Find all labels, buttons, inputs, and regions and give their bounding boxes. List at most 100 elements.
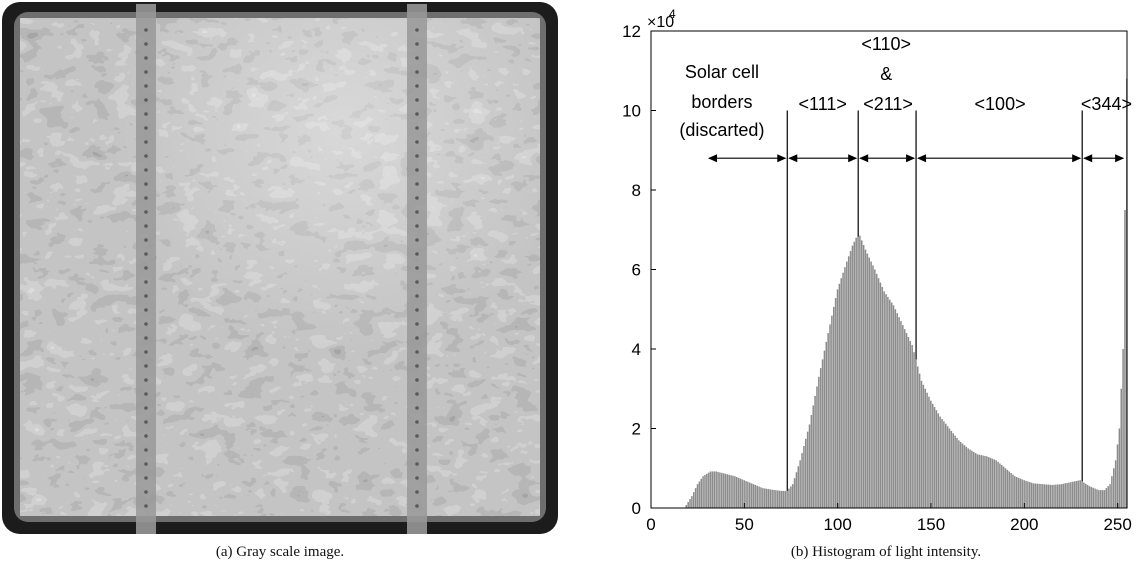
histogram-bar xyxy=(859,235,861,508)
busbar-dot xyxy=(144,462,148,466)
busbar-dot xyxy=(415,70,419,74)
busbar-dot xyxy=(415,350,419,354)
histogram-bar xyxy=(1081,481,1083,508)
busbar-dot xyxy=(144,378,148,382)
histogram-bar xyxy=(905,333,908,508)
histogram-bar xyxy=(1034,483,1037,508)
busbar-dot xyxy=(144,490,148,494)
busbar-dot xyxy=(144,238,148,242)
histogram-bar xyxy=(900,321,902,508)
busbar-dot xyxy=(415,434,419,438)
histogram-bar xyxy=(980,455,982,508)
histogram-bar xyxy=(1114,460,1117,508)
histogram-bar xyxy=(902,325,904,508)
histogram-bar xyxy=(1118,428,1121,508)
histogram-bar xyxy=(1057,484,1059,508)
busbar-dot xyxy=(415,196,419,200)
histogram-bar xyxy=(898,317,900,508)
histogram-bar xyxy=(941,418,943,508)
y-tick-label: 2 xyxy=(632,420,641,439)
arrow-head xyxy=(917,154,927,163)
histogram-bar xyxy=(1116,444,1119,508)
busbar-dot xyxy=(415,392,419,396)
busbar-dot xyxy=(415,98,419,102)
busbar-dot xyxy=(144,504,148,508)
busbar-dot xyxy=(144,126,148,130)
histogram-bar xyxy=(1004,468,1007,508)
histogram-bar xyxy=(713,471,716,508)
histogram-bar xyxy=(1060,484,1063,508)
histogram-bar xyxy=(775,490,777,508)
histogram-bar xyxy=(918,373,921,508)
busbar-dot xyxy=(144,476,148,480)
histogram-bar xyxy=(935,410,938,508)
busbar-dot xyxy=(144,42,148,46)
y-tick-label: 6 xyxy=(632,261,641,280)
histogram-bar xyxy=(991,458,994,508)
histogram-bar xyxy=(709,471,712,508)
histogram-bar xyxy=(1098,490,1100,508)
histogram-bar xyxy=(700,478,702,508)
histogram-bar xyxy=(861,240,863,508)
histogram-bar xyxy=(997,461,999,508)
histogram-bar xyxy=(915,359,917,508)
histogram-bar xyxy=(1077,480,1080,508)
histogram-bar xyxy=(903,329,906,509)
histogram-bar xyxy=(971,450,973,508)
busbar-dot xyxy=(144,420,148,424)
histogram-bar xyxy=(892,305,895,508)
histogram-bar xyxy=(1105,488,1108,509)
histogram-bar xyxy=(1008,471,1010,508)
busbar-dot xyxy=(415,378,419,382)
y-tick-label: 4 xyxy=(632,340,641,359)
histogram-bar xyxy=(819,368,822,508)
histogram-bar xyxy=(890,302,893,508)
busbar-dot xyxy=(144,448,148,452)
histogram-bar xyxy=(797,466,800,508)
histogram-bar xyxy=(1012,474,1014,508)
y-exponent-power: 4 xyxy=(669,7,676,21)
histogram-bar xyxy=(1109,484,1111,508)
busbar-dot xyxy=(415,84,419,88)
histogram-bar xyxy=(976,454,979,508)
y-tick-label: 0 xyxy=(632,499,641,518)
histogram-bar xyxy=(986,456,988,508)
histogram-bar xyxy=(689,499,691,508)
busbar-dot xyxy=(144,154,148,158)
busbar-dot xyxy=(415,56,419,60)
histogram-bar xyxy=(1073,481,1076,508)
histogram-bar xyxy=(827,333,829,508)
histogram-bar xyxy=(924,388,926,508)
region-label: <211> xyxy=(863,94,913,114)
histogram-bar xyxy=(967,448,969,509)
histogram-bar xyxy=(1029,482,1031,508)
histogram-bar xyxy=(771,489,773,508)
busbar-dot xyxy=(144,56,148,60)
histogram-bar xyxy=(1068,482,1070,508)
busbar-dot xyxy=(144,294,148,298)
histogram-bar xyxy=(989,457,992,508)
busbar-dot xyxy=(415,252,419,256)
histogram-bar xyxy=(1094,488,1096,508)
busbar-dot xyxy=(415,308,419,312)
busbar-dot xyxy=(144,98,148,102)
histogram-bar xyxy=(1101,490,1104,508)
histogram-bar xyxy=(885,294,887,508)
border-label-line3: (discarted) xyxy=(679,120,764,140)
busbar-dot xyxy=(415,154,419,158)
histogram-bar xyxy=(999,463,1001,508)
histogram-bar xyxy=(1001,465,1003,508)
region-label-ampersand: & xyxy=(880,64,892,84)
histogram-bar xyxy=(765,488,768,508)
histogram-bar xyxy=(946,426,949,508)
histogram-bar xyxy=(1088,486,1091,508)
x-tick-label: 50 xyxy=(735,515,754,534)
arrow-head xyxy=(859,154,869,163)
histogram-bar xyxy=(855,237,857,508)
histogram-bar xyxy=(1006,469,1009,508)
histogram-bar xyxy=(778,490,781,508)
histogram-bar xyxy=(844,267,846,508)
busbar-dot xyxy=(415,28,419,32)
busbar-dot xyxy=(415,322,419,326)
